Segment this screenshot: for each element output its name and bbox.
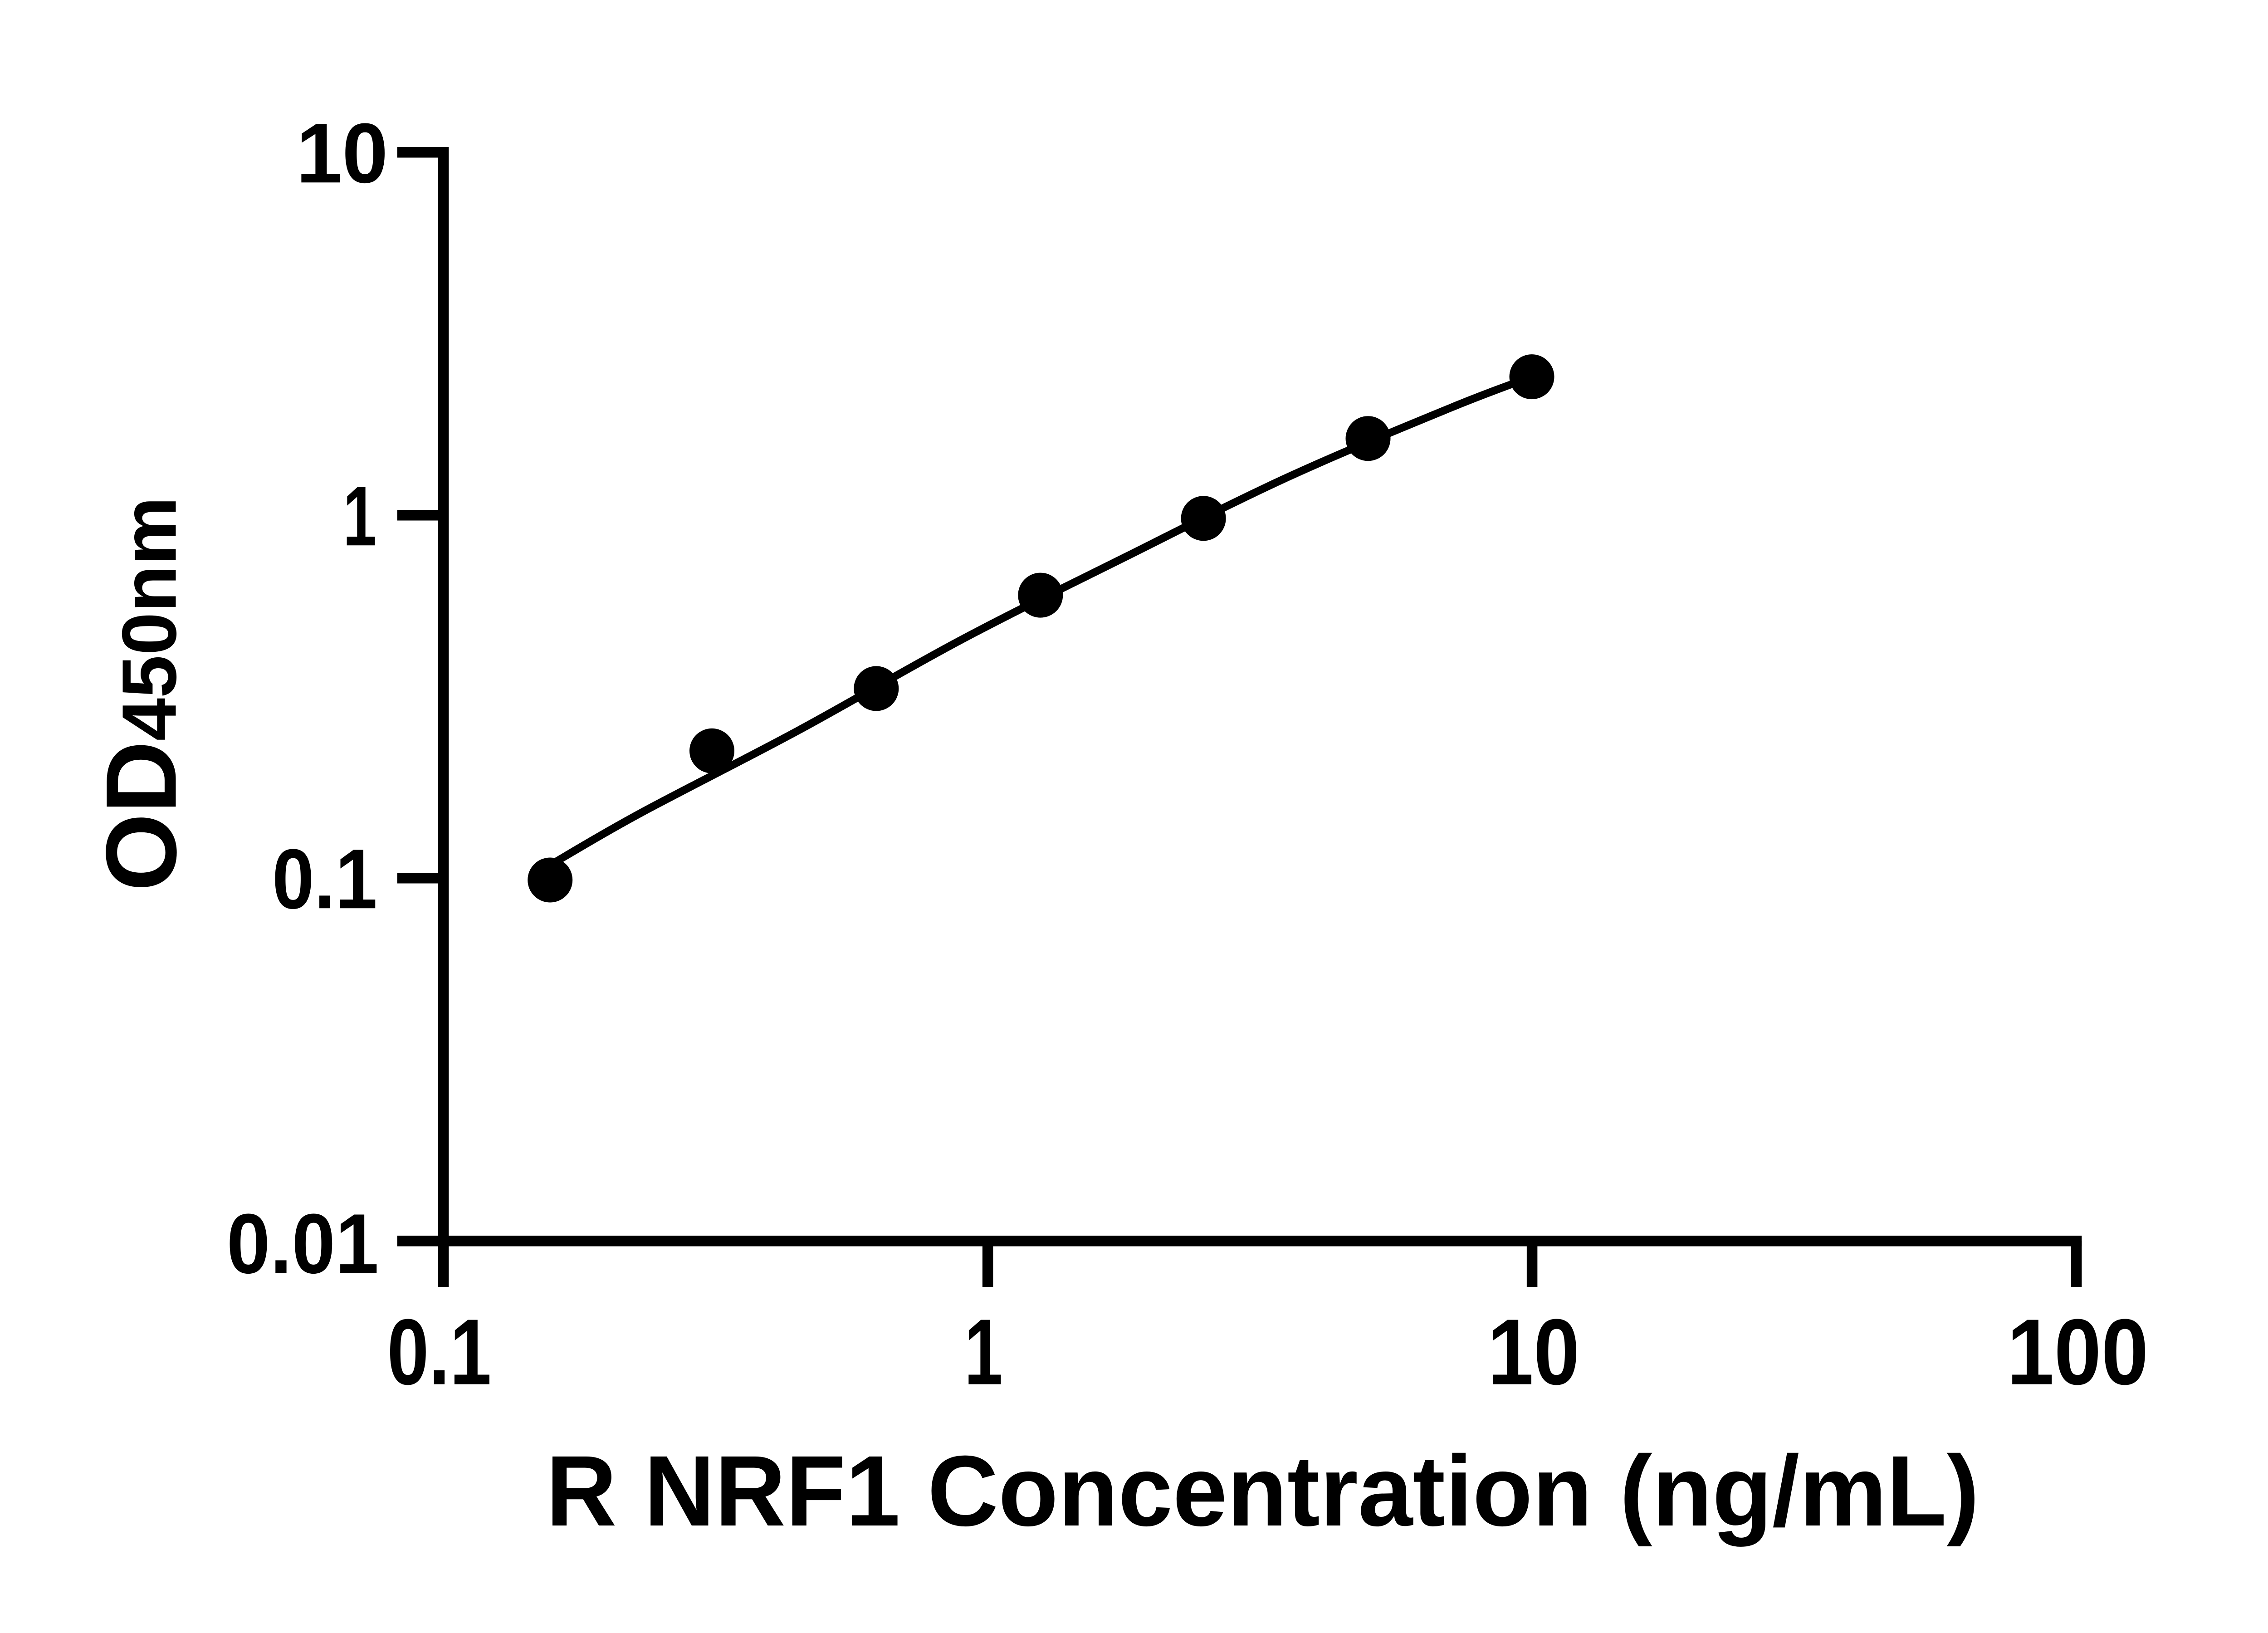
svg-text:10: 10	[296, 106, 388, 201]
svg-text:OD450nm: OD450nm	[85, 497, 197, 891]
svg-text:1: 1	[343, 469, 376, 564]
svg-text:100: 100	[2007, 1300, 2148, 1404]
svg-text:10: 10	[1487, 1300, 1579, 1404]
svg-text:0.1: 0.1	[387, 1300, 492, 1404]
svg-text:R NRF1 Concentration (ng/mL): R NRF1 Concentration (ng/mL)	[546, 1435, 1980, 1547]
svg-text:0.1: 0.1	[272, 831, 377, 926]
svg-text:1: 1	[964, 1300, 1003, 1404]
svg-text:0.01: 0.01	[227, 1197, 379, 1291]
